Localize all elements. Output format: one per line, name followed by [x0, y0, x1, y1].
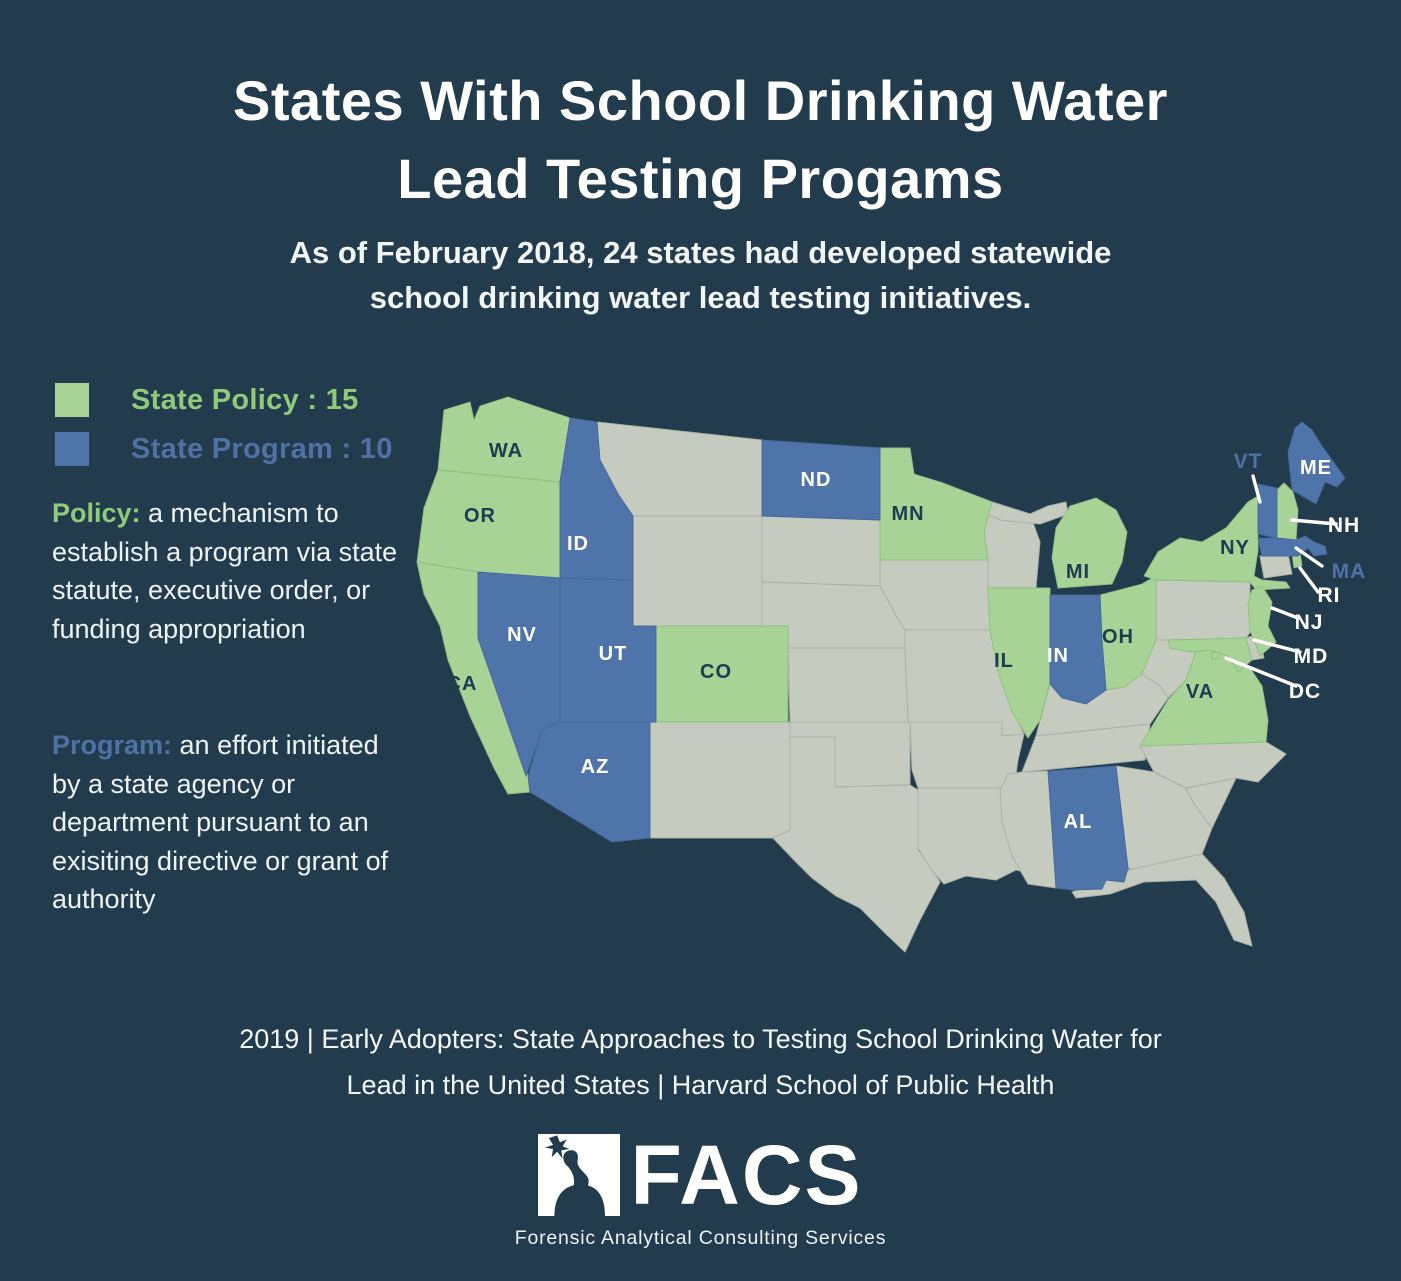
- state-ar: [909, 721, 1025, 789]
- policy-text: a mechanism to establish a program via s…: [52, 498, 398, 644]
- state-in: [1049, 594, 1107, 705]
- program-text: an effort initiated by a state agency or…: [52, 730, 389, 914]
- callout-lines: [1224, 474, 1338, 688]
- md-callout-line: [1252, 638, 1302, 654]
- facs-logo: FACS Forensic Analytical Consulting Serv…: [0, 1128, 1401, 1250]
- state-label-ri: RI: [1318, 584, 1341, 607]
- state-ks: [787, 647, 909, 723]
- state-label-id: ID: [567, 533, 589, 555]
- state-label-ut: UT: [599, 643, 628, 665]
- state-label-al: AL: [1064, 811, 1093, 833]
- state-label-in: IN: [1047, 645, 1069, 667]
- no-initiative-states: [596, 421, 1293, 953]
- page-title: States With School Drinking Water Lead T…: [0, 62, 1401, 218]
- state-label-md: MD: [1294, 645, 1329, 668]
- source-line-2: Lead in the United States | Harvard Scho…: [346, 1070, 1055, 1100]
- program-legend-label: State Program : 10: [131, 432, 393, 465]
- facs-logo-tagline: Forensic Analytical Consulting Services: [514, 1227, 887, 1249]
- source-line-1: 2019 | Early Adopters: State Approaches …: [239, 1024, 1162, 1054]
- state-label-mi: MI: [1066, 561, 1090, 583]
- state-ct: [1259, 553, 1293, 579]
- state-label-ny: NY: [1220, 537, 1250, 559]
- legend: State Policy : 15 State Program : 10: [55, 383, 393, 481]
- state-label-or: OR: [464, 505, 496, 527]
- state-dc: [1211, 651, 1220, 660]
- dc-callout-line: [1224, 656, 1298, 688]
- state-label-az: AZ: [581, 756, 610, 778]
- subtitle-line-1: As of February 2018, 24 states had devel…: [289, 235, 1112, 270]
- nj-callout-line: [1270, 606, 1300, 620]
- state-wy: [632, 515, 763, 627]
- state-label-nv: NV: [507, 624, 537, 646]
- state-sd: [761, 515, 881, 587]
- state-mi: [1051, 497, 1128, 589]
- legend-row-policy: State Policy : 15: [55, 383, 393, 417]
- ma-callout-line: [1294, 546, 1324, 568]
- program-definition: Program: an effort initiated by a state …: [52, 726, 404, 919]
- program-states: [477, 417, 1346, 891]
- state-labels: WA OR CA CO MN MI IL OH NY VA ID NV UT A…: [447, 440, 1367, 833]
- title-line-2: Lead Testing Progams: [397, 147, 1004, 210]
- state-nc: [1139, 741, 1287, 789]
- legend-row-program: State Program : 10: [55, 432, 393, 466]
- state-label-va: VA: [1186, 681, 1214, 703]
- state-al: [1047, 765, 1129, 891]
- state-ma: [1257, 535, 1328, 557]
- state-label-vt: VT: [1234, 450, 1263, 473]
- vt-callout-line: [1251, 474, 1262, 504]
- state-label-nj: NJ: [1295, 611, 1324, 634]
- policy-states: [416, 396, 1303, 795]
- nh-callout-line: [1290, 518, 1338, 526]
- state-me: [1287, 421, 1346, 505]
- state-mn: [879, 447, 993, 561]
- facs-logo-icon: [538, 1134, 621, 1216]
- state-ny: [1143, 495, 1291, 591]
- policy-term: Policy:: [52, 498, 141, 528]
- title-line-1: States With School Drinking Water: [233, 69, 1168, 132]
- facs-logo-wordmark: FACS: [630, 1128, 863, 1222]
- state-pa: [1155, 579, 1253, 641]
- state-label-il: IL: [994, 650, 1014, 672]
- state-label-co: CO: [700, 661, 732, 683]
- program-term: Program:: [52, 730, 173, 760]
- state-nm: [649, 721, 791, 839]
- subtitle-line-2: school drinking water lead testing initi…: [369, 280, 1032, 315]
- state-tx: [772, 736, 941, 953]
- state-label-nd: ND: [801, 469, 832, 491]
- state-vt: [1257, 483, 1278, 539]
- source-citation: 2019 | Early Adopters: State Approaches …: [0, 1016, 1401, 1108]
- state-label-ma: MA: [1332, 560, 1367, 583]
- policy-swatch: [55, 383, 89, 417]
- state-label-dc: DC: [1289, 680, 1321, 703]
- us-map: WA OR CA CO MN MI IL OH NY VA ID NV UT A…: [400, 390, 1400, 1010]
- program-swatch: [55, 432, 89, 466]
- facs-logo-row: FACS: [538, 1128, 863, 1222]
- state-label-me: ME: [1300, 457, 1332, 479]
- state-nd: [761, 439, 881, 521]
- state-label-ca: CA: [447, 673, 478, 695]
- subtitle: As of February 2018, 24 states had devel…: [0, 230, 1401, 320]
- state-tn: [1021, 723, 1151, 773]
- ri-callout-line: [1298, 566, 1320, 594]
- state-az: [527, 721, 651, 843]
- state-label-wa: WA: [489, 440, 523, 462]
- state-md: [1167, 637, 1253, 673]
- policy-definition: Policy: a mechanism to establish a progr…: [52, 494, 404, 648]
- state-label-nh: NH: [1328, 514, 1360, 537]
- state-label-mn: MN: [891, 503, 924, 525]
- policy-legend-label: State Policy : 15: [131, 383, 359, 416]
- state-label-oh: OH: [1102, 626, 1134, 648]
- state-nj: [1247, 585, 1277, 657]
- state-id: [559, 417, 634, 581]
